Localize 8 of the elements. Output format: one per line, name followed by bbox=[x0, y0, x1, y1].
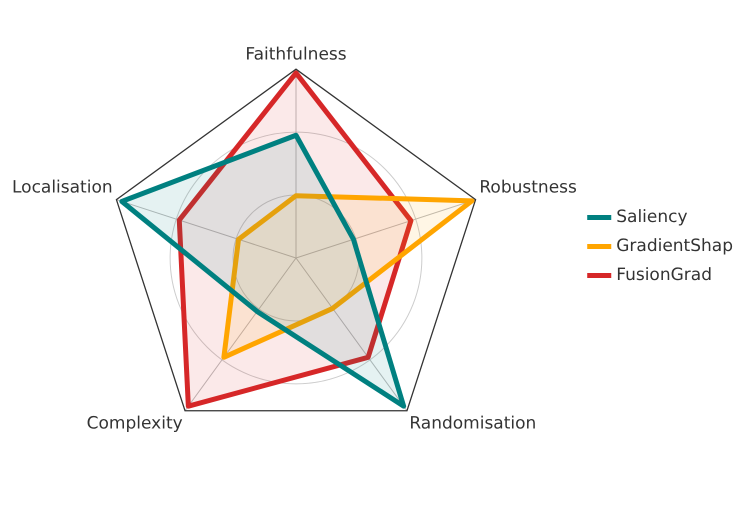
legend-label: FusionGrad bbox=[616, 264, 712, 285]
spoke-label: Randomisation bbox=[409, 414, 536, 434]
spoke-label: Faithfulness bbox=[245, 44, 347, 64]
spoke-label: Robustness bbox=[479, 178, 578, 198]
legend-label: GradientShap bbox=[616, 236, 734, 256]
spoke-label: Localisation bbox=[12, 178, 113, 198]
spoke-label: Complexity bbox=[86, 414, 183, 434]
legend-label: Saliency bbox=[616, 206, 688, 227]
